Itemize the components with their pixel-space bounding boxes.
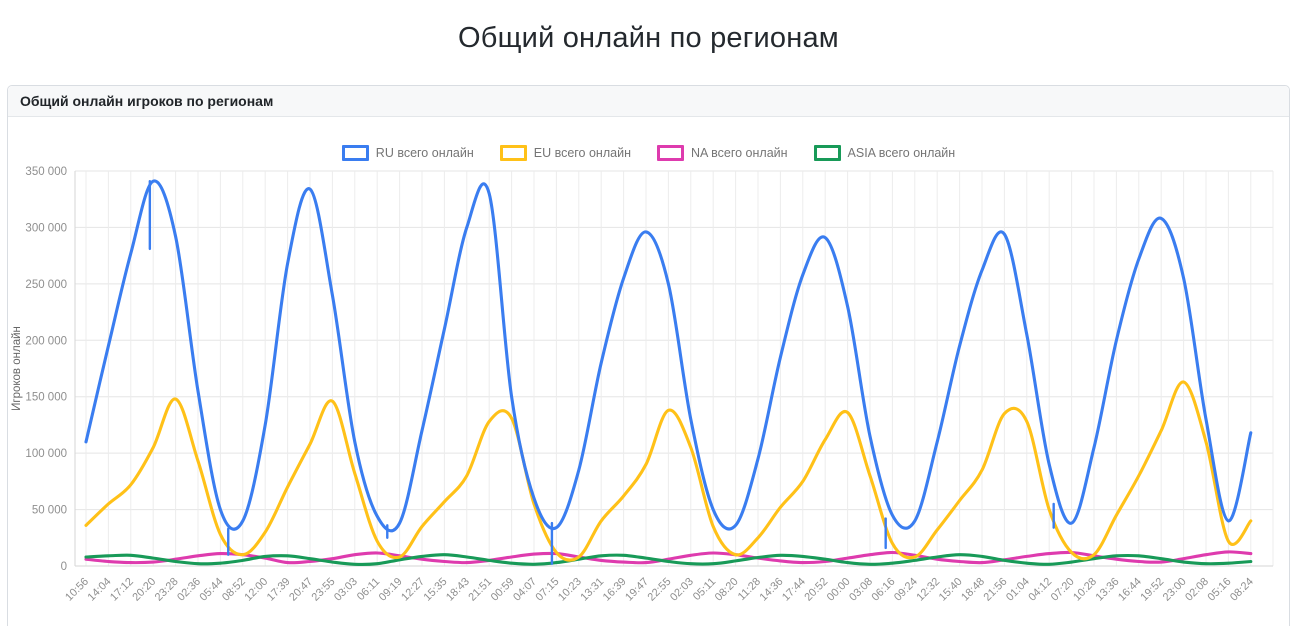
x-tick-label: 16:44 xyxy=(1116,576,1144,604)
x-tick-label: 15:40 xyxy=(937,576,965,604)
y-tick-label: 50 000 xyxy=(32,505,67,517)
x-tick-label: 13:31 xyxy=(578,576,606,604)
page-title: Общий онлайн по регионам xyxy=(458,22,839,54)
legend-swatch-eu xyxy=(499,145,527,161)
x-tick-label: 14:04 xyxy=(86,576,114,604)
y-tick-label: 100 000 xyxy=(25,448,67,460)
x-tick-label: 06:16 xyxy=(870,576,898,604)
x-tick-label: 20:20 xyxy=(130,576,158,604)
x-tick-label: 07:20 xyxy=(1049,576,1077,604)
x-tick-label: 19:52 xyxy=(1138,576,1166,604)
x-tick-label: 02:36 xyxy=(175,576,203,604)
x-tick-label: 12:27 xyxy=(399,576,427,604)
y-tick-label: 150 000 xyxy=(25,392,67,404)
series-line-eu[interactable] xyxy=(84,380,1253,562)
x-tick-label: 02:08 xyxy=(1183,576,1211,604)
x-tick-label: 05:16 xyxy=(1206,576,1234,604)
y-tick-label: 300 000 xyxy=(25,222,67,234)
x-tick-label: 00:00 xyxy=(825,576,853,604)
x-tick-label: 08:20 xyxy=(713,576,741,604)
legend-item-asia[interactable]: ASIA всего онлайн xyxy=(813,145,956,161)
x-tick-label: 04:07 xyxy=(511,576,539,604)
x-tick-label: 17:39 xyxy=(265,576,293,604)
x-tick-label: 10:56 xyxy=(63,576,91,604)
chart-svg: 0 50 000 100 000 150 000 200 000 250 000 300 0… xyxy=(11,166,1274,604)
x-tick-label: 01:04 xyxy=(1004,576,1032,604)
x-tick-label: 03:03 xyxy=(332,576,360,604)
x-tick-label: 20:52 xyxy=(802,576,830,604)
x-tick-label: 16:39 xyxy=(601,576,629,604)
x-tick-label: 05:11 xyxy=(691,576,718,603)
x-tick-label: 21:51 xyxy=(466,576,494,604)
x-tick-label: 12:32 xyxy=(914,576,942,604)
x-tick-label: 06:11 xyxy=(355,576,382,603)
x-tick-label: 13:36 xyxy=(1094,576,1122,604)
x-tick-label: 09:24 xyxy=(892,576,920,604)
x-tick-label: 23:55 xyxy=(310,576,338,604)
x-tick-label: 10:28 xyxy=(1071,576,1099,604)
panel-header: Общий онлайн игроков по регионам xyxy=(8,86,1289,117)
x-tick-label: 08:24 xyxy=(1228,576,1256,604)
legend-swatch-asia xyxy=(813,145,841,161)
x-tick-label: 11:28 xyxy=(736,576,763,603)
legend-item-ru[interactable]: RU всего онлайн xyxy=(341,145,474,161)
x-tick-label: 17:12 xyxy=(108,576,136,604)
y-tick-label: 250 000 xyxy=(25,279,67,291)
chart-body: RU всего онлайн EU всего онлайн NA всего о… xyxy=(8,117,1289,626)
legend-label-ru: RU всего онлайн xyxy=(375,146,474,160)
x-tick-label: 08:52 xyxy=(220,576,248,604)
legend-item-na[interactable]: NA всего онлайн xyxy=(656,145,788,161)
x-tick-label: 23:28 xyxy=(153,576,181,604)
x-tick-label: 22:55 xyxy=(646,576,674,604)
x-tick-label: 09:19 xyxy=(377,576,405,604)
x-tick-label: 15:35 xyxy=(422,576,450,604)
x-tick-label: 14:36 xyxy=(758,576,786,604)
y-tick-label: 200 000 xyxy=(25,335,67,347)
x-tick-label: 05:44 xyxy=(198,576,226,604)
x-tick-label: 20:47 xyxy=(287,576,315,604)
x-tick-label: 12:00 xyxy=(242,576,270,604)
x-tick-label: 23:00 xyxy=(1161,576,1189,604)
x-tick-label: 18:48 xyxy=(959,576,987,604)
y-tick-label: 350 000 xyxy=(25,166,67,178)
chart-panel: Общий онлайн игроков по регионам RU всег… xyxy=(7,85,1290,626)
legend-swatch-na xyxy=(656,145,684,161)
x-tick-label: 18:43 xyxy=(444,576,472,604)
legend-label-na: NA всего онлайн xyxy=(690,146,788,160)
y-axis-title: Игроков онлайн xyxy=(11,326,23,411)
x-tick-label: 04:12 xyxy=(1026,576,1054,604)
x-tick-label: 21:56 xyxy=(982,576,1010,604)
series-line-asia[interactable] xyxy=(84,553,1253,567)
series-line-ru[interactable] xyxy=(84,179,1253,533)
legend-swatch-ru xyxy=(341,145,369,161)
x-tick-label: 17:44 xyxy=(780,576,808,604)
legend-label-asia: ASIA всего онлайн xyxy=(847,146,956,160)
y-tick-label: 0 xyxy=(61,561,67,573)
x-tick-label: 02:03 xyxy=(668,576,696,604)
legend-label-eu: EU всего онлайн xyxy=(533,146,631,160)
chart-legend: RU всего онлайн EU всего онлайн NA всего о… xyxy=(8,145,1289,161)
x-tick-label: 03:08 xyxy=(847,576,875,604)
x-tick-label: 07:15 xyxy=(534,576,562,604)
legend-item-eu[interactable]: EU всего онлайн xyxy=(499,145,631,161)
x-tick-label: 19:47 xyxy=(623,576,651,604)
x-tick-label: 00:59 xyxy=(489,576,517,604)
series-line-na[interactable] xyxy=(84,550,1253,565)
x-tick-label: 10:23 xyxy=(556,576,584,604)
